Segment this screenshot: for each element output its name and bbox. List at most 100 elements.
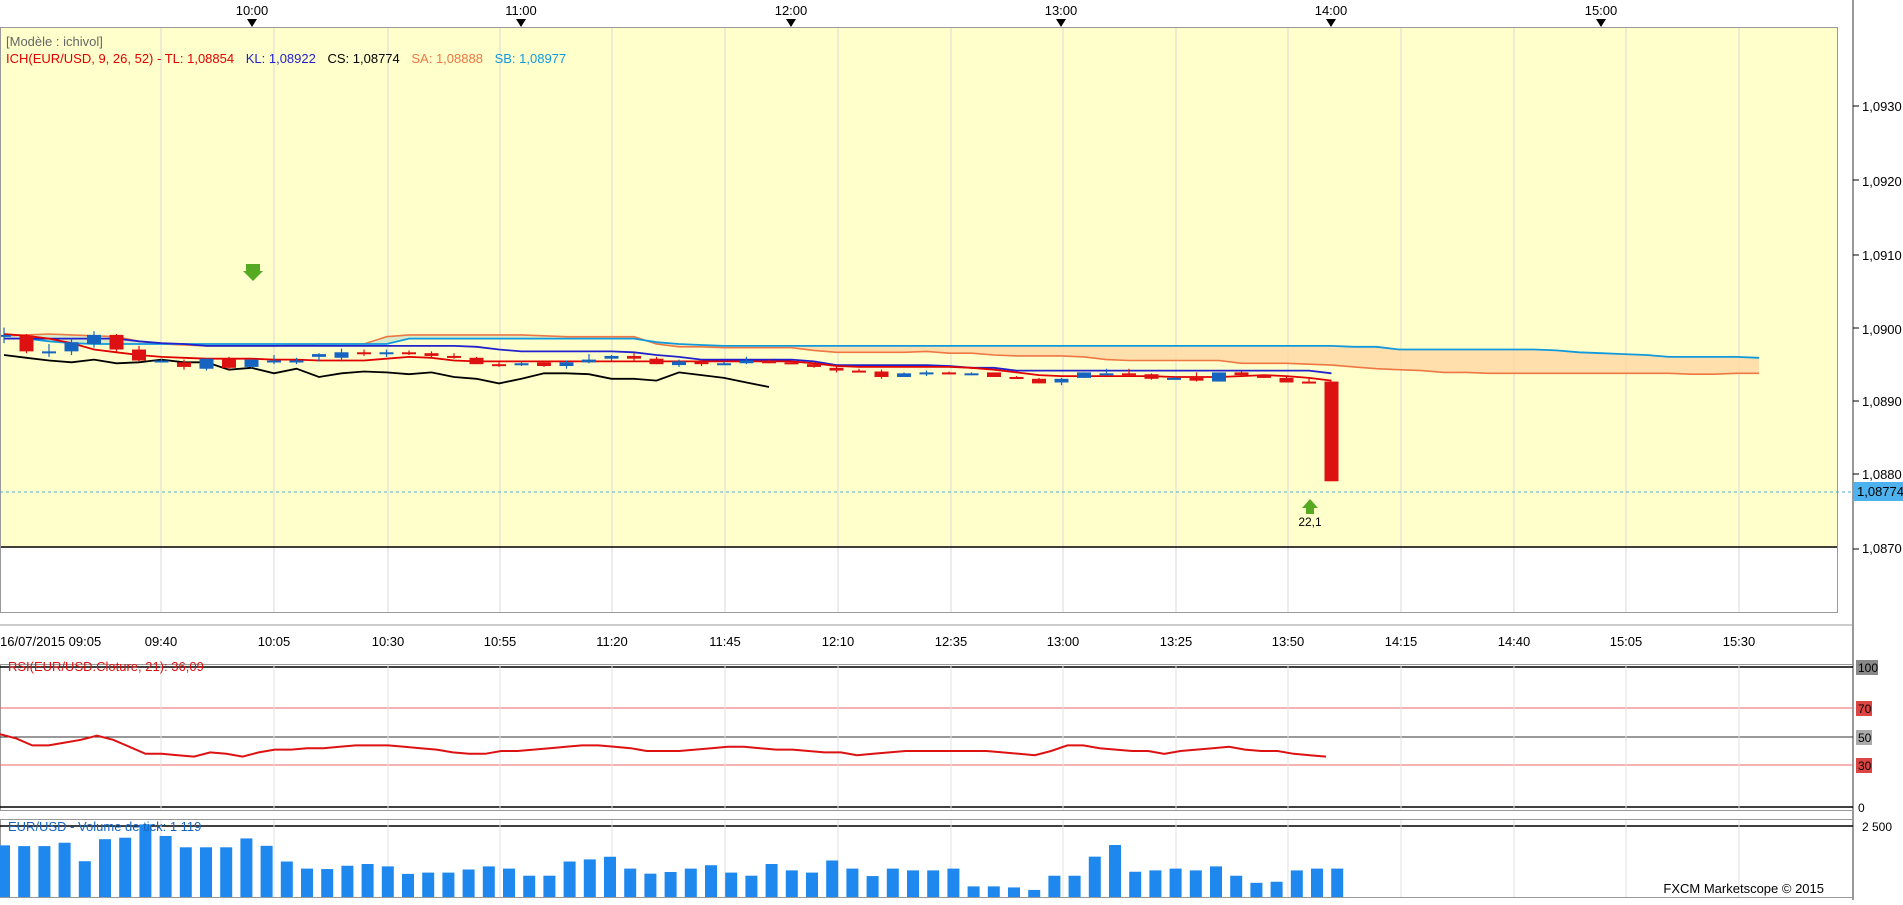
candle-bearish (177, 362, 191, 367)
candle-bearish (649, 358, 664, 365)
candle-bullish (514, 363, 529, 366)
volume-bar (280, 861, 293, 897)
candle-bullish (1077, 372, 1091, 378)
main-panel-frame (0, 27, 1838, 613)
volume-bar (987, 886, 1000, 897)
cloud-segment (1331, 345, 1354, 367)
cloud-segment (949, 345, 972, 354)
volume-bar (765, 863, 778, 897)
volume-bar (1068, 875, 1081, 897)
volume-bar (503, 868, 515, 897)
candle-bearish (874, 371, 889, 377)
cloud-segment (1264, 345, 1287, 364)
cloud-segment (1376, 346, 1399, 370)
rsi-axis-badge-50 (1856, 730, 1872, 745)
chikou-span-line (3, 354, 770, 388)
price-tick-label: 1,0910 (1862, 248, 1902, 263)
signal-value-label: 22,1 (1298, 515, 1322, 529)
top-axis-marker (1326, 19, 1336, 27)
rsi-label: RSI(EUR/USD.Cloture, 21): 36,09 (8, 659, 204, 674)
cloud-segment (904, 345, 927, 353)
candle-bearish (222, 358, 236, 368)
cloud-segment (1466, 349, 1489, 374)
time-tick-label: 11:20 (596, 634, 628, 649)
volume-bar (58, 842, 71, 897)
volume-bar (361, 863, 374, 897)
candle-bearish (447, 355, 461, 358)
volume-bar (1028, 889, 1041, 897)
candle-bearish (537, 362, 551, 366)
cloud-segment (836, 345, 859, 353)
candle-bearish (942, 372, 956, 375)
volume-bar (341, 865, 354, 897)
volume-bar (119, 837, 132, 897)
cloud-segment (1354, 346, 1377, 369)
cloud-segment (1714, 356, 1737, 375)
volume-bar (1129, 871, 1142, 897)
cloud-segment (1736, 356, 1759, 374)
time-tick-label: 10:05 (258, 634, 291, 649)
time-tick-label: 14:40 (1498, 634, 1531, 649)
volume-bar (1169, 868, 1182, 897)
volume-bar (785, 870, 798, 897)
time-tick-label: 10:30 (372, 634, 405, 649)
candle-bullish (64, 342, 79, 352)
rsi-axis-label: 100 (1858, 661, 1878, 675)
cloud-segment (1399, 349, 1422, 371)
volume-bar (705, 865, 717, 897)
main-price-panel[interactable] (0, 27, 1838, 547)
volume-bar (1210, 866, 1222, 897)
tenkan-legend: TL: 1,08854 (165, 51, 234, 66)
first-date-label: 16/07/2015 09:05 (0, 634, 101, 649)
volume-bar (482, 866, 495, 897)
volume-bar (1008, 887, 1020, 897)
cloud-segment (431, 334, 454, 339)
volume-bar (179, 847, 192, 897)
volume-bar (947, 868, 960, 897)
top-axis-marker (1596, 19, 1606, 27)
volume-bar (240, 838, 253, 897)
senkou-b-legend: SB: 1,08977 (495, 51, 567, 66)
candle-bullish (312, 354, 326, 357)
volume-bar (1109, 845, 1121, 897)
candle-bullish (1054, 378, 1069, 383)
cloud-segment (1106, 345, 1129, 361)
volume-bar (442, 872, 455, 897)
volume-bar (664, 871, 677, 897)
candle-bearish (762, 360, 776, 364)
volume-bar (78, 861, 91, 897)
candle-bearish (492, 364, 506, 367)
volume-bar (220, 847, 233, 897)
candle-bearish (469, 357, 484, 365)
volume-bar (99, 839, 111, 897)
rsi-axis-badge-100 (1856, 660, 1878, 675)
indicator-legend: ICH(EUR/USD, 9, 26, 52) - TL: 1,08854 KL… (6, 51, 566, 66)
buy-signal-arrow (243, 264, 263, 281)
candle-bullish (964, 373, 979, 376)
volume-bar (543, 875, 556, 897)
time-tick-label: 15:30 (1723, 634, 1756, 649)
price-axis-ticks (1853, 105, 1859, 550)
volume-bar (1290, 870, 1303, 897)
volume-bar (604, 856, 616, 897)
cloud-segment (1511, 349, 1534, 374)
candle-bullish (87, 334, 101, 345)
volume-bar (1088, 856, 1101, 897)
volume-bar (866, 876, 879, 897)
time-tick-label: 15:05 (1610, 634, 1643, 649)
candle-bearish (1257, 375, 1271, 378)
volume-panel[interactable] (0, 819, 1853, 898)
volume-bar (321, 869, 334, 897)
volume-bar (967, 886, 980, 897)
candle-bearish (694, 361, 709, 365)
volume-bar (1331, 868, 1344, 897)
candle-bullish (739, 360, 754, 364)
top-axis-marker (516, 19, 526, 27)
footer-copyright: FXCM Marketscope © 2015 (1663, 881, 1824, 896)
time-tick-label: 14:15 (1385, 634, 1418, 649)
candle-bearish (784, 362, 799, 365)
top-time-label: 11:00 (505, 3, 537, 18)
cloud-segment (1601, 353, 1624, 374)
volume-bar (1189, 870, 1202, 897)
main-grid (160, 27, 1740, 612)
